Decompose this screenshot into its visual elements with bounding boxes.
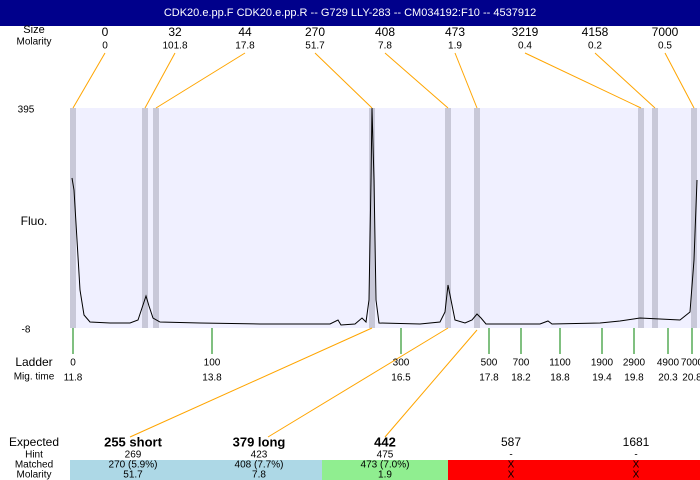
peak-molarity: 0.4 xyxy=(518,41,532,52)
peak-band xyxy=(474,108,480,328)
ladder-size: 1100 xyxy=(549,358,571,369)
hint-cell: - xyxy=(509,450,512,461)
hint-cell: 423 xyxy=(251,450,268,461)
ladder-time: 19.8 xyxy=(624,373,644,384)
peak-size: 408 xyxy=(375,25,395,39)
hint-cell: - xyxy=(634,450,637,461)
row-label: Matched xyxy=(15,460,53,471)
expected-cell: 255 short xyxy=(104,434,162,449)
molarity-label: Molarity xyxy=(16,37,51,48)
row-label: Hint xyxy=(25,450,43,461)
row-label: Molarity xyxy=(16,470,51,480)
peak-band xyxy=(153,108,159,328)
peak-molarity: 51.7 xyxy=(305,41,325,52)
peak-band xyxy=(691,108,697,328)
peak-molarity: 7.8 xyxy=(378,41,392,52)
peak-band xyxy=(652,108,658,328)
ladder-size: 500 xyxy=(481,358,498,369)
matched-cell xyxy=(322,460,448,480)
ladder-time: 20.3 xyxy=(658,373,678,384)
peak-band xyxy=(369,108,375,328)
row-label: Expected xyxy=(9,435,59,449)
ladder-size: 300 xyxy=(393,358,410,369)
ladder-time: 18.8 xyxy=(550,373,570,384)
peak-size: 44 xyxy=(238,25,252,39)
ladder-size: 4900 xyxy=(657,358,680,369)
peak-molarity: 1.9 xyxy=(448,41,462,52)
matched-cell: X xyxy=(508,460,515,471)
expected-cell: 442 xyxy=(374,434,396,449)
matched-cell: 408 (7.7%) xyxy=(235,460,284,471)
peak-size: 32 xyxy=(168,25,182,39)
match-line xyxy=(267,327,449,438)
peak-molarity: 101.8 xyxy=(162,41,187,52)
peak-link xyxy=(144,52,176,109)
peak-link xyxy=(524,52,642,109)
molarity-cell: X xyxy=(508,470,515,480)
peak-size: 270 xyxy=(305,25,325,39)
ladder-time: 11.8 xyxy=(64,373,83,384)
fluo-max: 395 xyxy=(18,105,35,116)
peak-molarity: 0.5 xyxy=(658,41,672,52)
fluo-min: -8 xyxy=(22,325,31,336)
match-line xyxy=(384,329,478,438)
peak-molarity: 0 xyxy=(102,41,108,52)
fluo-label: Fluo. xyxy=(21,214,48,228)
plot-area xyxy=(70,108,700,328)
peak-size: 473 xyxy=(445,25,465,39)
matched-cell xyxy=(448,460,700,480)
peak-molarity: 17.8 xyxy=(235,41,255,52)
ladder-time: 16.5 xyxy=(391,373,411,384)
size-label: Size xyxy=(23,24,44,36)
peak-band xyxy=(70,108,76,328)
molarity-cell: 51.7 xyxy=(123,470,143,480)
peak-size: 3219 xyxy=(512,25,539,39)
ladder-time: 18.2 xyxy=(511,373,531,384)
ladder-time: 19.4 xyxy=(592,373,612,384)
hint-cell: 475 xyxy=(377,450,394,461)
header-title: CDK20.e.pp.F CDK20.e.pp.R -- G729 LLY-28… xyxy=(164,7,536,19)
matched-cell xyxy=(70,460,196,480)
molarity-cell: X xyxy=(633,470,640,480)
hint-cell: 269 xyxy=(125,450,142,461)
matched-cell: 270 (5.9%) xyxy=(109,460,158,471)
peak-link xyxy=(664,52,695,109)
peak-link xyxy=(314,52,373,109)
peak-link xyxy=(384,52,449,109)
mig-time-label: Mig. time xyxy=(14,372,55,383)
peak-link xyxy=(72,52,106,109)
peak-link xyxy=(454,52,478,109)
molarity-cell: 7.8 xyxy=(252,470,266,480)
expected-cell: 587 xyxy=(501,435,521,449)
expected-cell: 379 long xyxy=(233,434,286,449)
ladder-time: 17.8 xyxy=(479,373,499,384)
ladder-size: 100 xyxy=(204,358,221,369)
peak-size: 4158 xyxy=(582,25,609,39)
ladder-size: 1900 xyxy=(591,358,614,369)
header-bar xyxy=(0,0,700,26)
peak-size: 0 xyxy=(102,25,109,39)
peak-band xyxy=(445,108,451,328)
ladder-label: Ladder xyxy=(15,355,52,369)
peak-link xyxy=(594,52,656,109)
ladder-size: 700 xyxy=(513,358,530,369)
matched-cell: X xyxy=(633,460,640,471)
peak-molarity: 0.2 xyxy=(588,41,602,52)
expected-cell: 1681 xyxy=(623,435,650,449)
matched-cell: 473 (7.0%) xyxy=(361,460,410,471)
peak-size: 7000 xyxy=(652,25,679,39)
molarity-cell: 1.9 xyxy=(378,470,392,480)
ladder-size: 7000 xyxy=(681,358,700,369)
peak-band xyxy=(142,108,148,328)
match-line xyxy=(129,327,373,438)
ladder-size: 2900 xyxy=(623,358,646,369)
fluorescence-trace xyxy=(71,107,698,326)
peak-link xyxy=(155,52,246,109)
ladder-time: 20.8 xyxy=(682,373,700,384)
ladder-time: 13.8 xyxy=(202,373,222,384)
ladder-size: 0 xyxy=(70,358,76,369)
matched-cell xyxy=(196,460,322,480)
peak-band xyxy=(638,108,644,328)
